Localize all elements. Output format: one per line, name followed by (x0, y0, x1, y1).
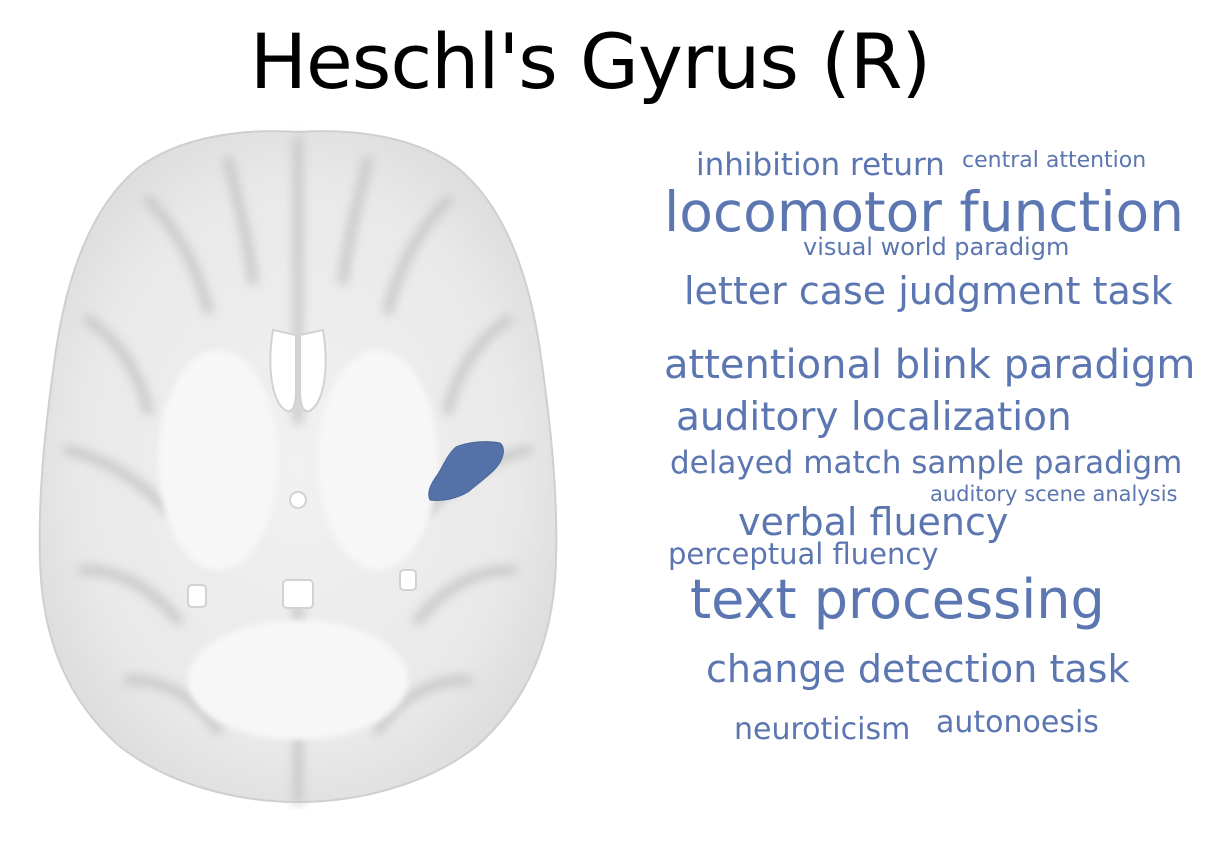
ventricles (187, 328, 417, 609)
term-perceptual-fluency: perceptual fluency (668, 537, 939, 571)
term-auditory-localization: auditory localization (676, 395, 1072, 440)
term-text-processing: text processing (690, 568, 1105, 631)
brain-slice-image (28, 120, 568, 810)
term-central-attention: central attention (962, 148, 1147, 173)
term-change-detection-task: change detection task (706, 647, 1130, 691)
white-matter (158, 350, 438, 740)
term-neuroticism: neuroticism (734, 712, 911, 747)
term-visual-world-paradigm: visual world paradigm (803, 233, 1070, 261)
term-inhibition-return: inhibition return (696, 147, 945, 183)
figure-title: Heschl's Gyrus (R) (249, 17, 931, 106)
term-verbal-fluency: verbal fluency (738, 500, 1009, 544)
term-auditory-scene-analysis: auditory scene analysis (930, 482, 1178, 506)
term-letter-case-judgment-task: letter case judgment task (684, 269, 1173, 313)
term-delayed-match-sample-paradigm: delayed match sample paradigm (670, 445, 1183, 481)
word-cloud: inhibition return central attention loco… (640, 130, 1200, 770)
term-locomotor-function: locomotor function (664, 180, 1185, 244)
term-attentional-blink-paradigm: attentional blink paradigm (664, 342, 1196, 388)
heschls-gyrus-region (428, 441, 504, 501)
term-autonoesis: autonoesis (936, 705, 1099, 740)
